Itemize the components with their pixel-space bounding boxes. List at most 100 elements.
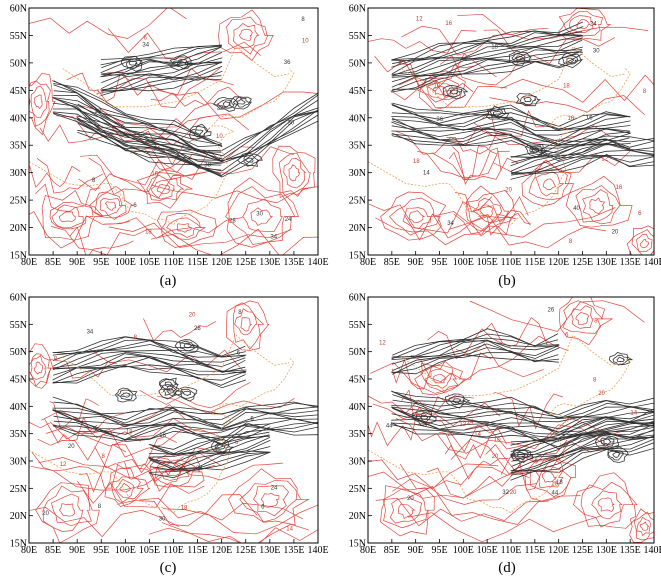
country-boundary [448,68,631,226]
red-contour-ring [225,186,296,245]
country-boundary [29,161,111,187]
contour-label: 16 [616,185,623,191]
black-contour [391,31,582,62]
red-contour [88,157,185,195]
lon-tick-label: 90E [69,545,85,556]
contour-label: 12 [96,90,103,96]
red-contour-ring [150,179,176,200]
black-contour [149,437,270,464]
contour-label: 38 [204,163,211,169]
red-contour-ring [29,353,52,387]
lon-tick-label: 115E [187,257,208,268]
lon-tick-label: 100E [453,257,474,268]
red-contour [29,165,81,188]
black-contour-loop [452,398,461,404]
red-contour [69,226,134,255]
red-contour-ring [591,490,623,520]
contour-label: 14 [630,411,637,417]
black-contour [391,391,654,416]
red-contour-ring [557,8,612,41]
lat-tick-label: 55N [10,320,27,331]
black-contour [391,26,584,61]
red-contour-ring [521,161,575,207]
lon-tick-label: 80E [21,257,37,268]
red-contour-ring [575,312,590,326]
red-contour [151,228,318,255]
red-contour-ring [639,521,650,531]
red-contour-ring [119,483,132,493]
lon-tick-label: 100E [115,257,136,268]
country-boundary [29,449,111,476]
red-contour [143,318,216,342]
red-contour-ring [582,189,614,222]
lat-tick-label: 60N [349,4,366,15]
contour-label: 6 [237,350,241,356]
red-contour-ring [232,23,260,48]
contour-label: 34 [196,466,203,472]
red-contour-ring [542,178,556,190]
contour-label: 8 [98,504,102,510]
lat-tick-label: 25N [10,196,27,207]
lat-tick-label: 35N [349,429,366,440]
black-contour-loop [182,390,191,396]
lat-tick-label: 50N [10,58,27,69]
red-contour [107,28,262,60]
black-contour [391,424,654,448]
black-contour-loop [120,392,131,398]
black-contour [52,108,222,166]
contour-label: 14 [467,419,474,425]
red-contour-ring [33,94,43,110]
contour-label: 8 [92,178,96,184]
red-contour [452,146,502,185]
red-contour [430,207,616,238]
contour-label: 28 [229,219,236,225]
red-contour-ring [156,184,171,195]
contour-label: 16 [586,115,593,121]
black-contour [392,120,631,145]
red-contour-ring [58,211,76,223]
black-contour-loop [189,126,208,138]
lon-tick-label: 85E [45,257,61,268]
red-contour-ring [580,481,634,528]
black-contour-loop [515,93,541,107]
contour-label: 34 [447,221,454,227]
red-contour-ring [565,175,633,228]
lat-tick-label: 35N [10,141,27,152]
lat-tick-label: 45N [349,86,366,97]
contour-label: 8 [593,378,597,384]
black-contour [391,340,559,365]
lon-tick-label: 105E [477,545,498,556]
black-contour [52,97,222,156]
red-contour-ring [35,482,100,543]
lon-tick-label: 90E [69,257,85,268]
black-contour [53,83,222,145]
black-contour [392,394,654,418]
red-contour-ring [568,15,597,33]
red-contour-ring [164,467,182,477]
red-contour-ring [558,297,614,346]
black-contour-loop [444,393,471,409]
red-contour-ring [260,492,280,508]
red-contour [107,67,221,96]
red-contour-ring [162,213,207,241]
lon-tick-label: 140E [307,545,328,556]
black-contour-loop [164,381,174,387]
black-contour [391,405,654,423]
black-contour-loop [166,388,176,394]
red-contour-ring [529,458,572,498]
contour-label: 20 [492,454,499,460]
black-contour [391,390,654,420]
contour-label: 44 [552,490,559,496]
contour-label: 34 [87,330,94,336]
black-contour [391,390,654,419]
contour-label: 40 [573,206,580,212]
contour-label: 20 [505,188,512,194]
red-contour-ring [597,497,615,512]
black-contour [52,336,246,358]
contour-label: 12 [459,422,466,428]
black-contour [149,434,270,458]
black-contour [511,138,654,163]
contour-label: 6 [562,435,566,441]
red-contour [427,467,530,499]
